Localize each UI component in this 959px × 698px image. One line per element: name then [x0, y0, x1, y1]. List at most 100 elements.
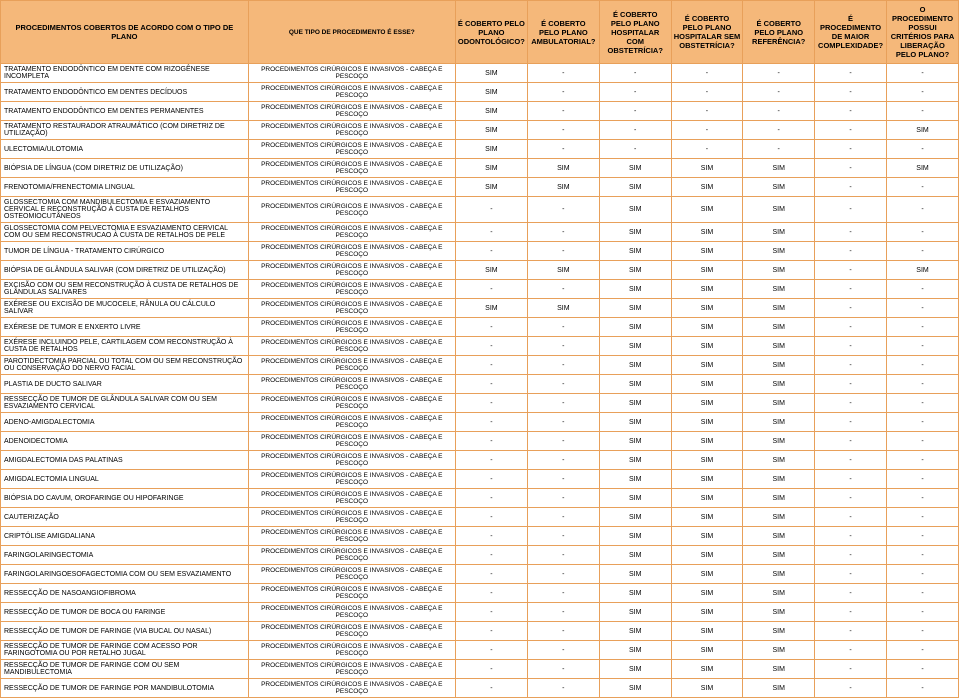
table-row: FARINGOLARINGOESOFAGECTOMIA COM OU SEM E… — [1, 565, 959, 584]
procedure-name: EXÉRESE INCLUINDO PELE, CARTILAGEM COM R… — [1, 337, 249, 356]
coverage-cell: SIM — [743, 280, 815, 299]
procedure-name: TRATAMENTO ENDODÔNTICO EM DENTE COM RIZO… — [1, 64, 249, 83]
coverage-cell: - — [671, 102, 743, 121]
procedure-type: PROCEDIMENTOS CIRÚRGICOS E INVASIVOS - C… — [248, 660, 455, 679]
procedure-type: PROCEDIMENTOS CIRÚRGICOS E INVASIVOS - C… — [248, 102, 455, 121]
coverage-cell: - — [671, 121, 743, 140]
coverage-cell: SIM — [671, 622, 743, 641]
coverage-cell: - — [455, 508, 527, 527]
table-row: EXCISÃO COM OU SEM RECONSTRUÇÃO À CUSTA … — [1, 280, 959, 299]
coverage-cell: - — [815, 508, 887, 527]
coverage-cell: - — [455, 565, 527, 584]
procedure-type: PROCEDIMENTOS CIRÚRGICOS E INVASIVOS - C… — [248, 432, 455, 451]
table-row: AMIGDALECTOMIA LINGUALPROCEDIMENTOS CIRÚ… — [1, 470, 959, 489]
coverage-cell: - — [815, 641, 887, 660]
coverage-cell: SIM — [743, 489, 815, 508]
procedure-type: PROCEDIMENTOS CIRÚRGICOS E INVASIVOS - C… — [248, 159, 455, 178]
coverage-cell: - — [527, 660, 599, 679]
procedure-name: AMIGDALECTOMIA LINGUAL — [1, 470, 249, 489]
procedure-name: BIÓPSIA DE GLÂNDULA SALIVAR (COM DIRETRI… — [1, 261, 249, 280]
coverage-cell: SIM — [743, 261, 815, 280]
procedure-name: RESSECÇÃO DE TUMOR DE FARINGE COM OU SEM… — [1, 660, 249, 679]
procedure-type: PROCEDIMENTOS CIRÚRGICOS E INVASIVOS - C… — [248, 508, 455, 527]
coverage-cell: - — [887, 102, 959, 121]
header-col-3: É COBERTO PELO PLANO AMBULATORIAL? — [527, 1, 599, 64]
procedure-type: PROCEDIMENTOS CIRÚRGICOS E INVASIVOS - C… — [248, 489, 455, 508]
coverage-cell: - — [815, 102, 887, 121]
procedure-name: EXCISÃO COM OU SEM RECONSTRUÇÃO À CUSTA … — [1, 280, 249, 299]
coverage-cell: - — [527, 375, 599, 394]
coverage-cell: - — [815, 83, 887, 102]
coverage-cell: SIM — [455, 83, 527, 102]
coverage-cell: SIM — [743, 375, 815, 394]
coverage-cell: SIM — [671, 432, 743, 451]
coverage-cell: SIM — [599, 299, 671, 318]
coverage-cell: SIM — [527, 178, 599, 197]
procedure-type: PROCEDIMENTOS CIRÚRGICOS E INVASIVOS - C… — [248, 451, 455, 470]
coverage-cell: SIM — [743, 679, 815, 698]
header-col-6: É COBERTO PELO PLANO REFERÊNCIA? — [743, 1, 815, 64]
procedure-name: GLOSSECTOMIA COM MANDIBULECTOMIA E ESVAZ… — [1, 197, 249, 223]
coverage-cell: - — [527, 102, 599, 121]
coverage-cell: - — [887, 64, 959, 83]
procedure-type: PROCEDIMENTOS CIRÚRGICOS E INVASIVOS - C… — [248, 261, 455, 280]
procedure-name: AMIGDALECTOMIA DAS PALATINAS — [1, 451, 249, 470]
coverage-cell: - — [815, 451, 887, 470]
coverage-cell: SIM — [599, 546, 671, 565]
coverage-cell: SIM — [527, 261, 599, 280]
table-row: TRATAMENTO ENDODÔNTICO EM DENTES DECÍDUO… — [1, 83, 959, 102]
table-row: EXÉRESE DE TUMOR E ENXERTO LIVREPROCEDIM… — [1, 318, 959, 337]
coverage-cell: - — [887, 432, 959, 451]
coverage-cell: SIM — [599, 375, 671, 394]
coverage-cell: SIM — [743, 318, 815, 337]
coverage-cell: - — [887, 318, 959, 337]
coverage-cell: - — [527, 197, 599, 223]
coverage-cell: - — [671, 140, 743, 159]
coverage-cell: - — [815, 64, 887, 83]
coverage-cell: SIM — [599, 280, 671, 299]
coverage-cell: SIM — [599, 413, 671, 432]
coverage-cell: - — [455, 337, 527, 356]
procedure-type: PROCEDIMENTOS CIRÚRGICOS E INVASIVOS - C… — [248, 121, 455, 140]
coverage-cell: - — [527, 679, 599, 698]
coverage-cell: - — [887, 197, 959, 223]
coverage-cell: SIM — [599, 394, 671, 413]
coverage-cell: SIM — [671, 565, 743, 584]
coverage-cell: SIM — [671, 451, 743, 470]
coverage-cell: - — [527, 470, 599, 489]
procedure-type: PROCEDIMENTOS CIRÚRGICOS E INVASIVOS - C… — [248, 299, 455, 318]
coverage-cell: - — [455, 318, 527, 337]
table-row: FRENOTOMIA/FRENECTOMIA LINGUALPROCEDIMEN… — [1, 178, 959, 197]
coverage-cell: SIM — [455, 178, 527, 197]
coverage-cell: SIM — [527, 159, 599, 178]
coverage-cell: - — [599, 121, 671, 140]
coverage-cell: SIM — [599, 622, 671, 641]
table-row: BIÓPSIA DO CAVUM, OROFARINGE OU HIPOFARI… — [1, 489, 959, 508]
coverage-cell: SIM — [743, 223, 815, 242]
coverage-cell: - — [887, 508, 959, 527]
coverage-cell: - — [815, 261, 887, 280]
coverage-cell: SIM — [743, 565, 815, 584]
coverage-cell: - — [887, 280, 959, 299]
table-row: ULECTOMIA/ULOTOMIAPROCEDIMENTOS CIRÚRGIC… — [1, 140, 959, 159]
coverage-cell: SIM — [887, 121, 959, 140]
coverage-cell: - — [815, 375, 887, 394]
coverage-cell: SIM — [671, 178, 743, 197]
coverage-cell: SIM — [455, 159, 527, 178]
coverage-cell: SIM — [743, 508, 815, 527]
coverage-cell: - — [887, 299, 959, 318]
coverage-cell: - — [455, 451, 527, 470]
coverage-cell: SIM — [671, 489, 743, 508]
procedure-name: EXÉRESE OU EXCISÃO DE MUCOCELE, RÂNULA O… — [1, 299, 249, 318]
coverage-cell: - — [671, 83, 743, 102]
procedure-type: PROCEDIMENTOS CIRÚRGICOS E INVASIVOS - C… — [248, 546, 455, 565]
table-row: RESSECÇÃO DE TUMOR DE FARINGE COM OU SEM… — [1, 660, 959, 679]
coverage-cell: SIM — [599, 197, 671, 223]
coverage-cell: - — [815, 197, 887, 223]
coverage-cell: SIM — [743, 197, 815, 223]
procedure-name: BIÓPSIA DO CAVUM, OROFARINGE OU HIPOFARI… — [1, 489, 249, 508]
coverage-cell: SIM — [671, 261, 743, 280]
coverage-cell: SIM — [671, 527, 743, 546]
procedure-name: RESSECÇÃO DE TUMOR DE FARINGE (VIA BUCAL… — [1, 622, 249, 641]
coverage-cell: SIM — [599, 178, 671, 197]
